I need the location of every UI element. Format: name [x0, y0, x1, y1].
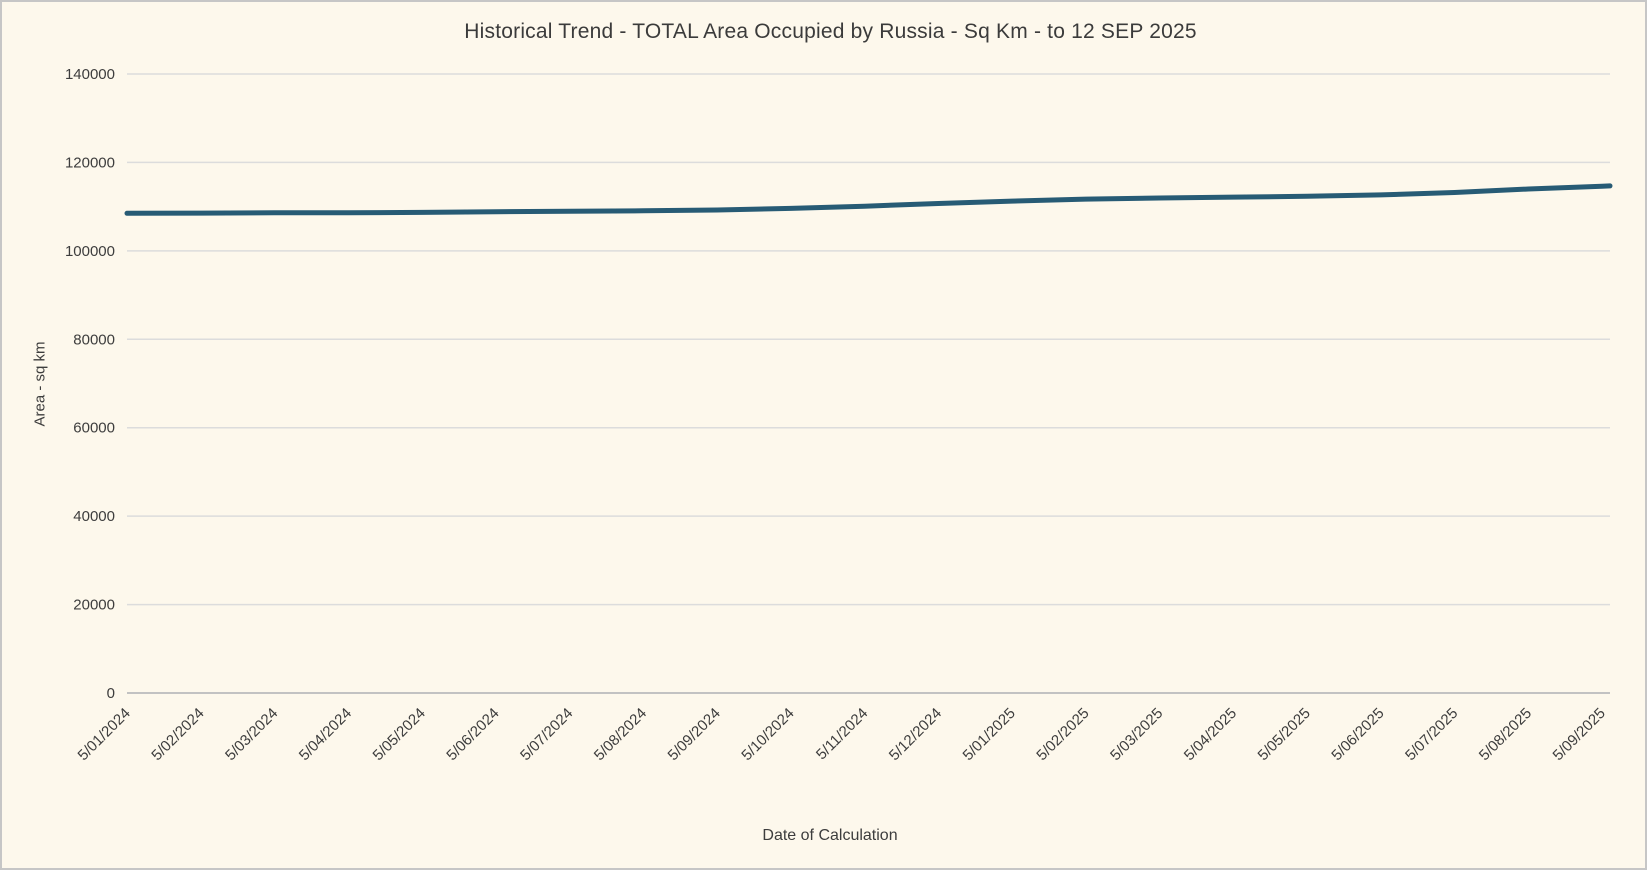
x-tick-label: 5/01/2025 — [960, 705, 1019, 764]
y-tick-label: 40000 — [73, 508, 115, 525]
y-tick-label: 140000 — [65, 66, 115, 83]
x-tick-label: 5/05/2025 — [1255, 705, 1314, 764]
x-axis-title: Date of Calculation — [762, 827, 898, 844]
y-tick-label: 120000 — [65, 154, 115, 171]
y-tick-label: 0 — [107, 685, 115, 702]
x-tick-label: 5/08/2025 — [1476, 705, 1535, 764]
x-tick-label: 5/09/2024 — [665, 705, 724, 764]
x-tick-label: 5/02/2025 — [1033, 705, 1092, 764]
x-tick-label: 5/01/2024 — [75, 705, 134, 764]
x-tick-label: 5/09/2025 — [1550, 705, 1609, 764]
x-tick-label: 5/07/2025 — [1402, 705, 1461, 764]
x-tick-label: 5/03/2024 — [222, 705, 281, 764]
x-tick-label: 5/02/2024 — [148, 705, 207, 764]
x-tick-label: 5/06/2024 — [443, 705, 502, 764]
x-tick-label: 5/04/2025 — [1181, 705, 1240, 764]
x-tick-label: 5/12/2024 — [886, 705, 945, 764]
x-tick-label: 5/05/2024 — [370, 705, 429, 764]
chart-title: Historical Trend - TOTAL Area Occupied b… — [464, 20, 1197, 43]
x-tick-label: 5/07/2024 — [517, 705, 576, 764]
y-tick-label: 20000 — [73, 597, 115, 614]
x-tick-label: 5/08/2024 — [591, 705, 650, 764]
y-tick-label: 80000 — [73, 331, 115, 348]
x-tick-label: 5/10/2024 — [738, 705, 797, 764]
x-tick-label: 5/11/2024 — [813, 705, 871, 763]
x-tick-label: 5/04/2024 — [296, 705, 355, 764]
data-series-line — [124, 183, 1613, 216]
x-tick-label: 5/03/2025 — [1107, 705, 1166, 764]
y-tick-label: 60000 — [73, 420, 115, 437]
y-tick-label: 100000 — [65, 243, 115, 260]
x-tick-label: 5/06/2025 — [1328, 705, 1387, 764]
